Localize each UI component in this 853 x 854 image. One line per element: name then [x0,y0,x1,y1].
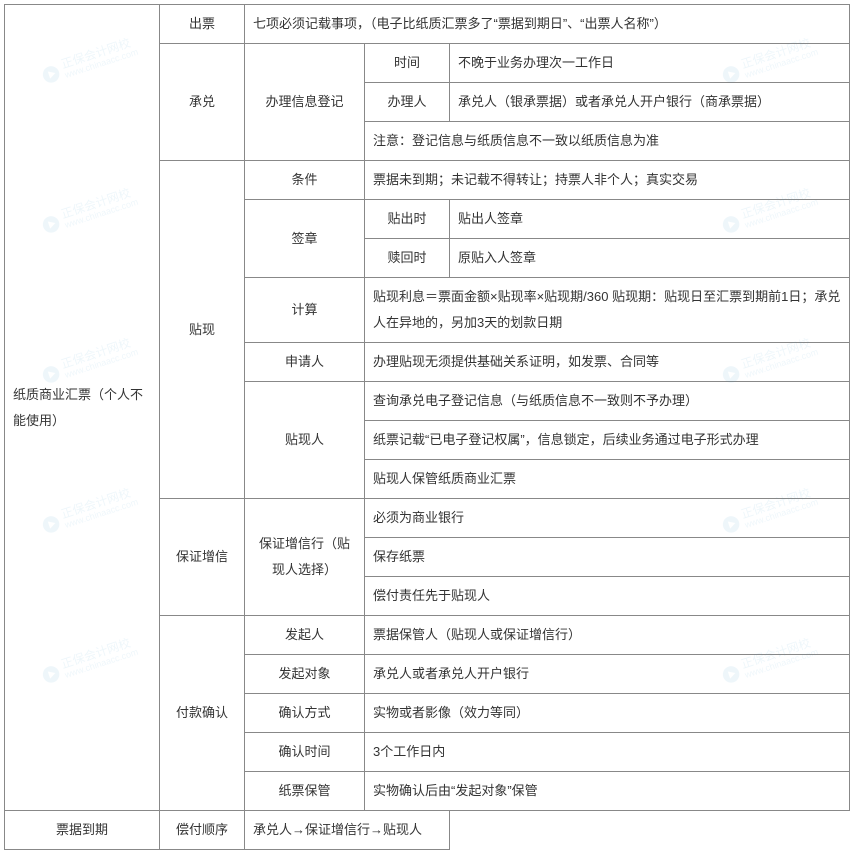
tiexian-apply-label: 申请人 [245,343,365,382]
baozheng-v3: 偿付责任先于贴现人 [365,577,850,616]
tiexian-cond-label: 条件 [245,161,365,200]
tiexian-sign-out-label: 贴出时 [365,200,450,239]
tiexian-disc-v1: 查询承兑电子登记信息（与纸质信息不一致则不予办理） [365,382,850,421]
tiexian-disc-label: 贴现人 [245,382,365,499]
fukuan-r4-label: 确认时间 [245,733,365,772]
fukuan-r1-val: 票据保管人（贴现人或保证增信行） [365,616,850,655]
sec-daoqi-sub: 偿付顺序 [160,811,245,850]
tiexian-cond-val: 票据未到期；未记载不得转让；持票人非个人；真实交易 [365,161,850,200]
chengdui-time-val: 不晚于业务办理次一工作日 [450,44,850,83]
tiexian-disc-v2: 纸票记载“已电子登记权属”，信息锁定，后续业务通过电子形式办理 [365,421,850,460]
row-header: 纸质商业汇票（个人不能使用） [5,5,160,811]
fukuan-r2-label: 发起对象 [245,655,365,694]
chengdui-person-label: 办理人 [365,83,450,122]
fukuan-r5-val: 实物确认后由“发起对象”保管 [365,772,850,811]
daoqi-val: 承兑人→保证增信行→贴现人 [245,811,450,850]
baozheng-v2: 保存纸票 [365,538,850,577]
fukuan-r3-val: 实物或者影像（效力等同） [365,694,850,733]
sec-chengdui-label: 承兑 [160,44,245,161]
tiexian-calc-val: 贴现利息＝票面金额×贴现率×贴现期/360 贴现期：贴现日至汇票到期前1日；承兑… [365,278,850,343]
sec-daoqi-label: 票据到期 [5,811,160,850]
chengdui-time-label: 时间 [365,44,450,83]
sec-tiexian-label: 贴现 [160,161,245,499]
chengdui-person-val: 承兑人（银承票据）或者承兑人开户银行（商承票据） [450,83,850,122]
tiexian-apply-val: 办理贴现无须提供基础关系证明，如发票、合同等 [365,343,850,382]
tiexian-disc-v3: 贴现人保管纸质商业汇票 [365,460,850,499]
fukuan-r4-val: 3个工作日内 [365,733,850,772]
sec-baozheng-sub: 保证增信行（贴现人选择） [245,499,365,616]
sec-chupiao-content: 七项必须记载事项，（电子比纸质汇票多了“票据到期日”、“出票人名称”） [245,5,850,44]
tiexian-sign-in-val: 原贴入人签章 [450,239,850,278]
chengdui-note: 注意：登记信息与纸质信息不一致以纸质信息为准 [365,122,850,161]
sec-chupiao-label: 出票 [160,5,245,44]
fukuan-r1-label: 发起人 [245,616,365,655]
sec-fukuan-label: 付款确认 [160,616,245,811]
sec-baozheng-label: 保证增信 [160,499,245,616]
tiexian-calc-label: 计算 [245,278,365,343]
tiexian-sign-label: 签章 [245,200,365,278]
fukuan-r2-val: 承兑人或者承兑人开户银行 [365,655,850,694]
fukuan-r5-label: 纸票保管 [245,772,365,811]
tiexian-sign-in-label: 赎回时 [365,239,450,278]
sec-chengdui-sub: 办理信息登记 [245,44,365,161]
fukuan-r3-label: 确认方式 [245,694,365,733]
tiexian-sign-out-val: 贴出人签章 [450,200,850,239]
baozheng-v1: 必须为商业银行 [365,499,850,538]
bill-table: 纸质商业汇票（个人不能使用） 出票 七项必须记载事项，（电子比纸质汇票多了“票据… [4,4,850,850]
